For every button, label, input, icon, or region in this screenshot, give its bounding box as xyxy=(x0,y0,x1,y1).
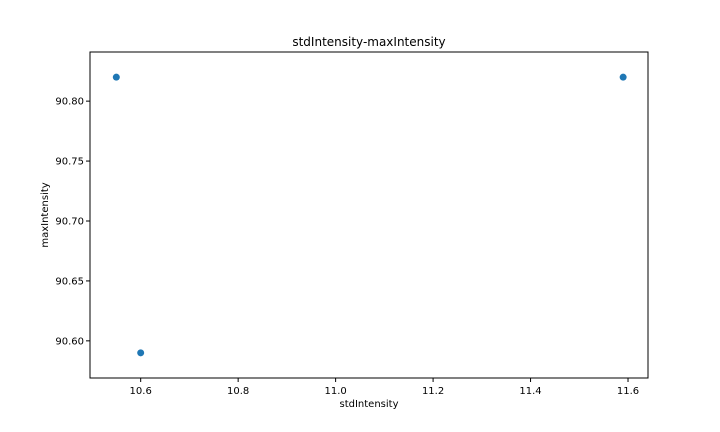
y-tick-label: 90.70 xyxy=(55,216,84,227)
y-tick-label: 90.65 xyxy=(55,276,84,287)
y-axis-title: maxIntensity xyxy=(40,182,51,247)
x-tick-label: 11.0 xyxy=(324,386,346,397)
y-tick-label: 90.80 xyxy=(55,97,84,108)
x-tick-label: 11.4 xyxy=(519,386,541,397)
x-tick-label: 11.2 xyxy=(422,386,444,397)
x-axis-title: stdIntensity xyxy=(339,399,398,410)
y-axis: 90.60 90.65 90.70 90.75 90.80 xyxy=(55,97,90,347)
chart-title: stdIntensity-maxIntensity xyxy=(292,35,445,49)
plot-area-frame xyxy=(89,51,649,379)
y-tick-label: 90.60 xyxy=(55,336,84,347)
x-tick-label: 10.6 xyxy=(130,386,152,397)
y-tick-label: 90.75 xyxy=(55,157,84,168)
scatter-point xyxy=(137,349,145,357)
x-tick-label: 10.8 xyxy=(227,386,249,397)
scatter-point xyxy=(112,73,120,81)
x-axis: 10.6 10.8 11.0 11.2 11.4 11.6 xyxy=(130,378,639,397)
x-tick-label: 11.6 xyxy=(617,386,639,397)
data-points xyxy=(112,73,627,357)
scatter-point xyxy=(619,73,627,81)
